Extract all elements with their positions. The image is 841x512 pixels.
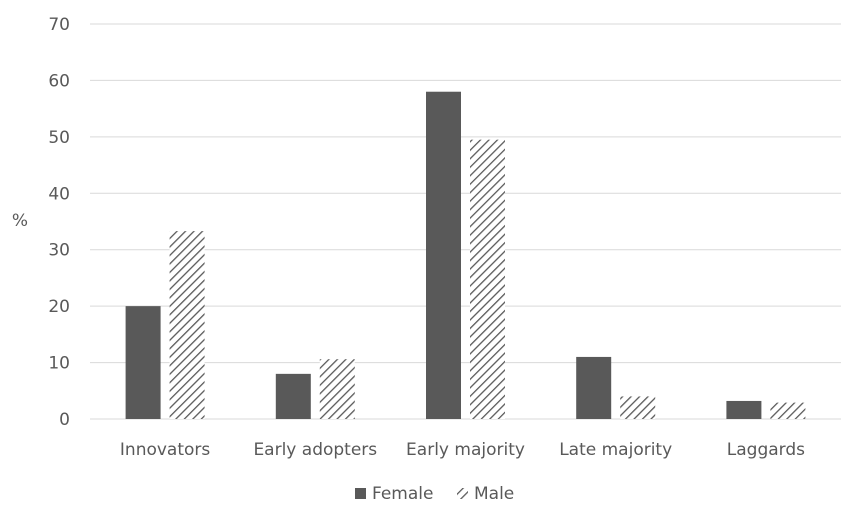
bar-male-laggards <box>770 402 806 419</box>
y-tick-label: 20 <box>48 297 70 317</box>
y-tick-label: 60 <box>48 71 70 91</box>
y-tick-label: 40 <box>48 184 70 204</box>
x-category-label: Laggards <box>727 440 805 460</box>
bar-male-early-majority <box>470 139 505 419</box>
y-axis-ticks: 0 10 20 30 40 50 60 70 <box>48 15 70 430</box>
bar-female-early-majority <box>426 91 461 419</box>
y-tick-label: 10 <box>48 354 70 374</box>
bar-male-early-adopters <box>319 359 355 419</box>
bar-female-laggards <box>726 400 762 419</box>
legend-label-female: Female <box>372 484 433 504</box>
bar-male-innovators <box>169 231 205 419</box>
y-tick-label: 70 <box>48 15 70 35</box>
legend-swatch-male <box>457 488 468 499</box>
bar-female-innovators <box>125 306 161 419</box>
x-category-label: Late majority <box>559 440 672 460</box>
y-tick-label: 0 <box>59 410 70 430</box>
legend-label-male: Male <box>474 484 514 504</box>
bar-male-late-majority <box>620 396 656 419</box>
bar-female-late-majority <box>576 356 612 419</box>
y-tick-label: 50 <box>48 128 70 148</box>
bar-female-early-adopters <box>275 373 311 419</box>
bars <box>125 91 806 419</box>
x-category-label: Innovators <box>120 440 210 460</box>
legend: Female Male <box>355 484 514 504</box>
y-tick-label: 30 <box>48 241 70 261</box>
x-category-label: Early majority <box>406 440 525 460</box>
gridlines <box>90 23 841 420</box>
x-category-label: Early adopters <box>253 440 377 460</box>
y-axis-label: % <box>12 211 28 231</box>
x-axis-categories: Innovators Early adopters Early majority La… <box>120 440 805 460</box>
legend-swatch-female <box>355 488 366 499</box>
